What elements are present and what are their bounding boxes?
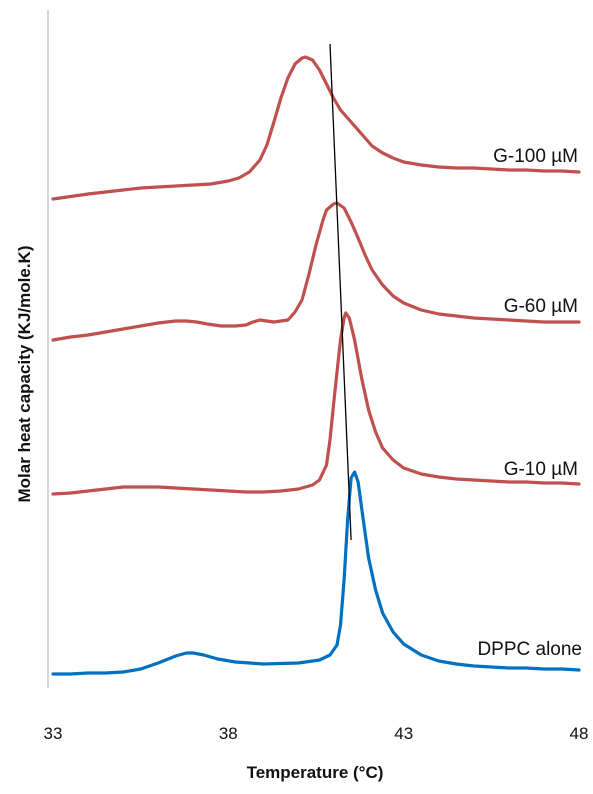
series-label-1: G-60 µM bbox=[504, 296, 578, 317]
x-tick-labels: 33 38 43 48 bbox=[44, 724, 589, 743]
x-tick-label: 38 bbox=[219, 724, 238, 743]
series-line-0 bbox=[51, 55, 581, 201]
series-label-0: G-100 µM bbox=[493, 146, 578, 167]
thermogram-curves bbox=[51, 55, 581, 676]
series-line-3 bbox=[51, 470, 581, 676]
series-label-2: G-10 µM bbox=[504, 459, 578, 480]
x-tick-label: 33 bbox=[44, 724, 63, 743]
peak-trend-line bbox=[329, 43, 352, 541]
x-axis-title: Temperature (°C) bbox=[247, 763, 384, 782]
x-tick-label: 43 bbox=[394, 724, 413, 743]
curve-labels: G-100 µM G-60 µM G-10 µM DPPC alone bbox=[477, 146, 582, 660]
x-tick-label: 48 bbox=[570, 724, 589, 743]
series-line-1 bbox=[51, 201, 581, 342]
series-label-3: DPPC alone bbox=[477, 639, 582, 660]
y-axis-title: Molar heat capacity (KJ/mole.K) bbox=[15, 246, 34, 503]
series-line-2 bbox=[51, 311, 581, 496]
